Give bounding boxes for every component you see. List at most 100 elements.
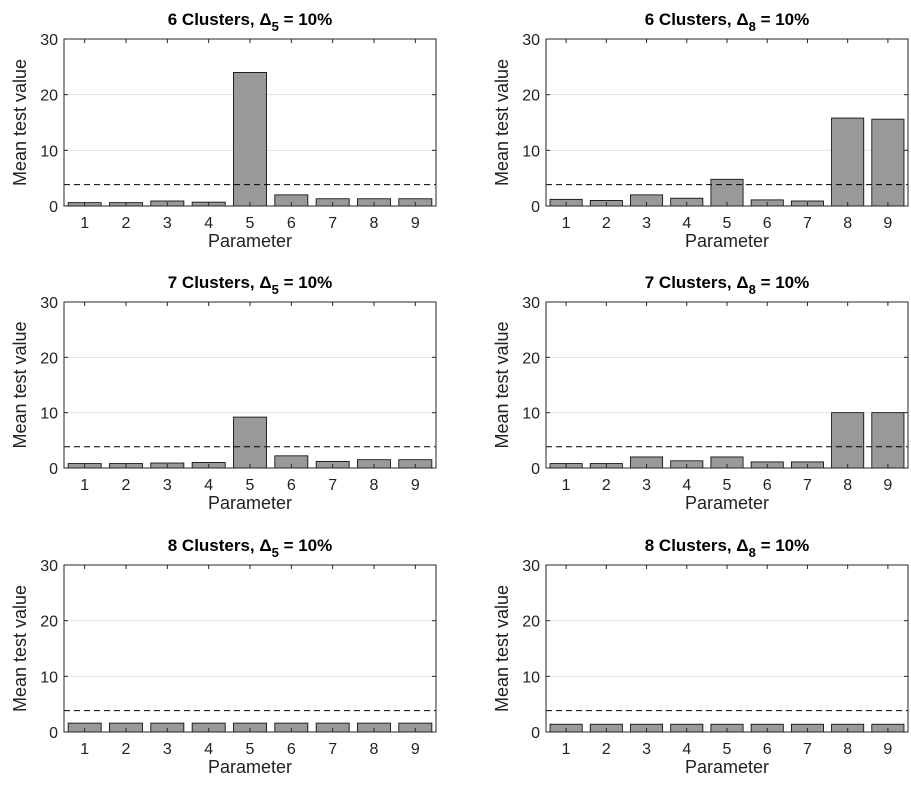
y-tick-label: 20 [40,88,58,105]
chart-title: 6 Clusters, Δ5 = 10% [168,10,333,34]
bar [871,412,905,469]
chart-panel-5: 0 10 20 30 1 2 3 4 5 6 7 8 9 Parameter Mean test value… [10,536,437,777]
x-tick-label: 5 [246,477,255,494]
x-tick-label: 8 [843,477,852,494]
chart-title: 7 Clusters, Δ8 = 10% [645,273,810,297]
y-tick-label: 20 [522,350,540,367]
x-tick-label: 9 [883,477,892,494]
chart-title-subscript: 5 [272,545,279,560]
x-tick-label: 4 [682,477,691,494]
chart-panel-4: 0 10 20 30 1 2 3 4 5 6 7 8 9 Parameter Mean test value… [492,273,909,513]
x-tick-label: 2 [602,215,611,232]
x-tick-label: 6 [287,215,296,232]
y-axis-label: Mean test value [492,321,512,448]
y-tick-label: 0 [531,461,540,478]
chart-title-main: 6 Clusters, Δ [645,10,749,29]
y-tick-label: 0 [49,199,58,216]
x-tick-label: 4 [682,741,691,758]
y-tick-label: 20 [40,614,58,631]
x-tick-label: 7 [328,741,337,758]
bar [831,412,865,469]
chart-title-tail: = 10% [756,536,809,555]
y-axis-label: Mean test value [492,59,512,186]
y-tick-label: 10 [522,669,540,686]
y-tick-label: 30 [522,295,540,312]
y-tick-label: 20 [522,614,540,631]
x-tick-label: 2 [122,741,131,758]
bar [871,118,905,207]
x-tick-label: 3 [163,477,172,494]
plot-area [64,565,436,732]
chart-title: 8 Clusters, Δ8 = 10% [645,536,810,560]
chart-panel-2: 0 10 20 30 1 2 3 4 5 6 7 8 9 Parameter Mean test value… [492,10,909,251]
y-tick-label: 10 [522,143,540,160]
x-axis-label: Parameter [208,493,292,513]
x-tick-label: 3 [642,741,651,758]
x-tick-label: 1 [562,215,571,232]
x-tick-label: 9 [411,477,420,494]
chart-title-subscript: 8 [749,545,756,560]
y-tick-label: 0 [49,461,58,478]
bar [233,416,267,469]
chart-title: 8 Clusters, Δ5 = 10% [168,536,333,560]
bar [233,72,267,207]
x-tick-label: 8 [370,477,379,494]
y-tick-label: 30 [40,295,58,312]
chart-title-subscript: 5 [272,19,279,34]
chart-title-subscript: 8 [749,282,756,297]
x-tick-label: 9 [411,741,420,758]
chart-title-subscript: 8 [749,19,756,34]
x-tick-label: 6 [763,477,772,494]
x-tick-label: 4 [682,215,691,232]
x-tick-label: 1 [562,741,571,758]
chart-title-tail: = 10% [279,536,332,555]
y-tick-label: 0 [531,199,540,216]
x-axis-label: Parameter [208,757,292,777]
x-tick-label: 2 [122,215,131,232]
chart-title-main: 7 Clusters, Δ [645,273,749,292]
y-tick-label: 10 [40,406,58,423]
x-axis-label: Parameter [685,493,769,513]
x-tick-label: 9 [411,215,420,232]
chart-title: 6 Clusters, Δ8 = 10% [645,10,810,34]
x-tick-label: 6 [763,741,772,758]
chart-title-subscript: 5 [272,282,279,297]
x-tick-label: 7 [803,215,812,232]
x-tick-label: 5 [723,477,732,494]
y-tick-label: 0 [531,725,540,742]
y-tick-label: 20 [40,350,58,367]
x-tick-label: 7 [803,477,812,494]
chart-panel-3: 0 10 20 30 1 2 3 4 5 6 7 8 9 Parameter Mean test value… [10,273,437,513]
x-axis-label: Parameter [685,757,769,777]
x-tick-label: 1 [562,477,571,494]
x-axis-label: Parameter [685,231,769,251]
x-tick-label: 9 [883,215,892,232]
x-tick-label: 2 [602,477,611,494]
x-tick-label: 5 [723,215,732,232]
chart-title: 7 Clusters, Δ5 = 10% [168,273,333,297]
y-axis-label: Mean test value [492,585,512,712]
x-tick-label: 4 [204,741,213,758]
x-tick-label: 2 [122,477,131,494]
y-tick-label: 10 [40,143,58,160]
chart-panel-6: 0 10 20 30 1 2 3 4 5 6 7 8 9 Parameter Mean test value… [492,536,909,777]
y-axis-label: Mean test value [10,321,30,448]
x-tick-label: 1 [80,741,89,758]
chart-title-tail: = 10% [279,273,332,292]
x-tick-label: 5 [246,741,255,758]
x-tick-label: 1 [80,477,89,494]
chart-title-main: 8 Clusters, Δ [645,536,749,555]
x-tick-label: 6 [763,215,772,232]
x-tick-label: 7 [328,477,337,494]
chart-title-main: 8 Clusters, Δ [168,536,272,555]
x-tick-label: 8 [843,215,852,232]
chart-title-main: 6 Clusters, Δ [168,10,272,29]
chart-title-tail: = 10% [756,10,809,29]
y-tick-label: 30 [40,558,58,575]
y-axis-label: Mean test value [10,59,30,186]
chart-title-tail: = 10% [756,273,809,292]
x-tick-label: 1 [80,215,89,232]
x-tick-label: 9 [883,741,892,758]
